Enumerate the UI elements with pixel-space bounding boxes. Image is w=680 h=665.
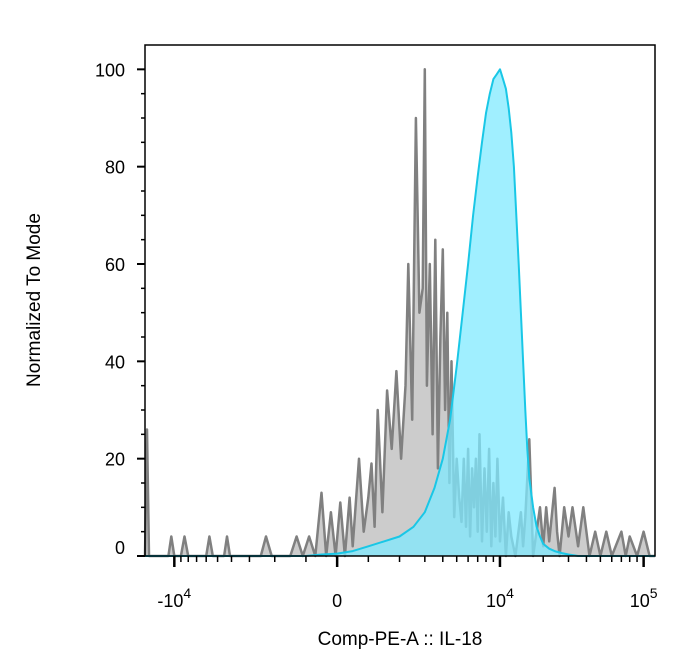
y-tick-label: 100 xyxy=(95,60,125,80)
x-tick-label: 0 xyxy=(332,591,342,611)
x-tick-label: -104 xyxy=(157,585,191,611)
y-tick-label: 80 xyxy=(105,158,125,178)
x-tick-label: 105 xyxy=(630,585,658,611)
y-tick-label: 20 xyxy=(105,450,125,470)
x-axis: -104 0 104 105 xyxy=(157,556,658,611)
x-tick-label: 104 xyxy=(486,585,514,611)
y-axis: 0 20 40 60 80 100 xyxy=(95,60,145,558)
x-axis-label: Comp-PE-A :: IL-18 xyxy=(318,629,483,650)
y-axis-label: Normalized To Mode xyxy=(24,213,45,387)
series-line-isotype-control xyxy=(143,68,655,558)
series-layer xyxy=(143,68,655,558)
series-fill-isotype-control xyxy=(145,69,655,557)
series-line-il18 xyxy=(145,68,655,557)
y-tick-label: 40 xyxy=(105,352,125,372)
y-tick-label: 0 xyxy=(115,538,125,558)
y-tick-label: 60 xyxy=(105,255,125,275)
